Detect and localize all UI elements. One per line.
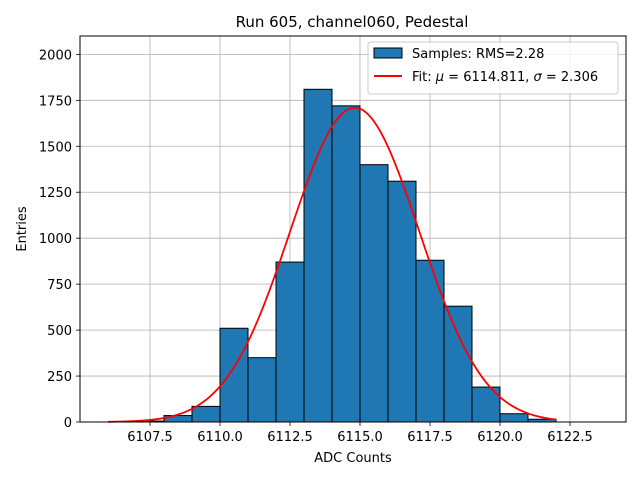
x-tick-label: 6122.5: [547, 430, 593, 445]
y-tick-label: 1250: [39, 186, 72, 201]
legend: Samples: RMS=2.28 Fit: μ = 6114.811, σ =…: [367, 41, 619, 95]
x-axis-label: ADC Counts: [314, 451, 392, 466]
x-tick-label: 6112.5: [267, 430, 313, 445]
legend-histogram-label: Samples: RMS=2.28: [412, 47, 544, 62]
legend-fit-label-prefix: Fit:: [412, 70, 436, 85]
y-tick-label: 1750: [39, 94, 72, 109]
histogram-bar: [191, 405, 221, 423]
fit-curve-group: [107, 106, 557, 423]
histogram-bar: [415, 259, 445, 423]
histogram-bar: [247, 357, 277, 423]
x-axis-ticks: 6107.5 6110.0 6112.5 6115.0 6117.5 6120.0 6122…: [127, 422, 593, 445]
histogram-bar: [359, 164, 389, 423]
histogram-bar: [275, 261, 305, 423]
histogram-bar: [443, 305, 473, 423]
x-tick-label: 6120.0: [477, 430, 523, 445]
legend-fit-label: Fit: μ = 6114.811, σ = 2.306: [412, 70, 598, 85]
legend-fit-mu-symbol: μ: [435, 70, 444, 85]
legend-fit-mu-value: = 6114.811,: [444, 70, 533, 85]
legend-fit-sigma-symbol: σ: [534, 70, 543, 85]
y-tick-label: 750: [47, 278, 72, 293]
legend-box: [367, 41, 619, 95]
histogram-bar: [331, 105, 361, 423]
histogram-bar: [303, 88, 333, 423]
histogram-bars: [135, 88, 557, 423]
y-tick-label: 500: [47, 324, 72, 339]
histogram-bar: [219, 327, 249, 423]
x-tick-label: 6115.0: [337, 430, 383, 445]
y-tick-label: 250: [47, 370, 72, 385]
chart-title: Run 605, channel060, Pedestal: [236, 13, 469, 31]
y-axis-ticks: 0 250 500 750 1000 1250 1500 1750 2000: [39, 48, 80, 431]
x-tick-label: 6110.0: [197, 430, 243, 445]
y-tick-label: 0: [64, 416, 72, 431]
y-tick-label: 1000: [39, 232, 72, 247]
y-tick-label: 1500: [39, 140, 72, 155]
x-tick-label: 6117.5: [407, 430, 453, 445]
x-tick-label: 6107.5: [127, 430, 173, 445]
fit-curve: [107, 106, 557, 423]
y-tick-label: 2000: [39, 48, 72, 63]
histogram-bar: [499, 413, 529, 423]
axes-frame: [79, 35, 627, 423]
histogram-bar: [387, 180, 417, 423]
legend-histogram-swatch: [373, 47, 403, 59]
y-axis-label: Entries: [15, 206, 30, 252]
legend-fit-sigma-value: = 2.306: [542, 70, 598, 85]
